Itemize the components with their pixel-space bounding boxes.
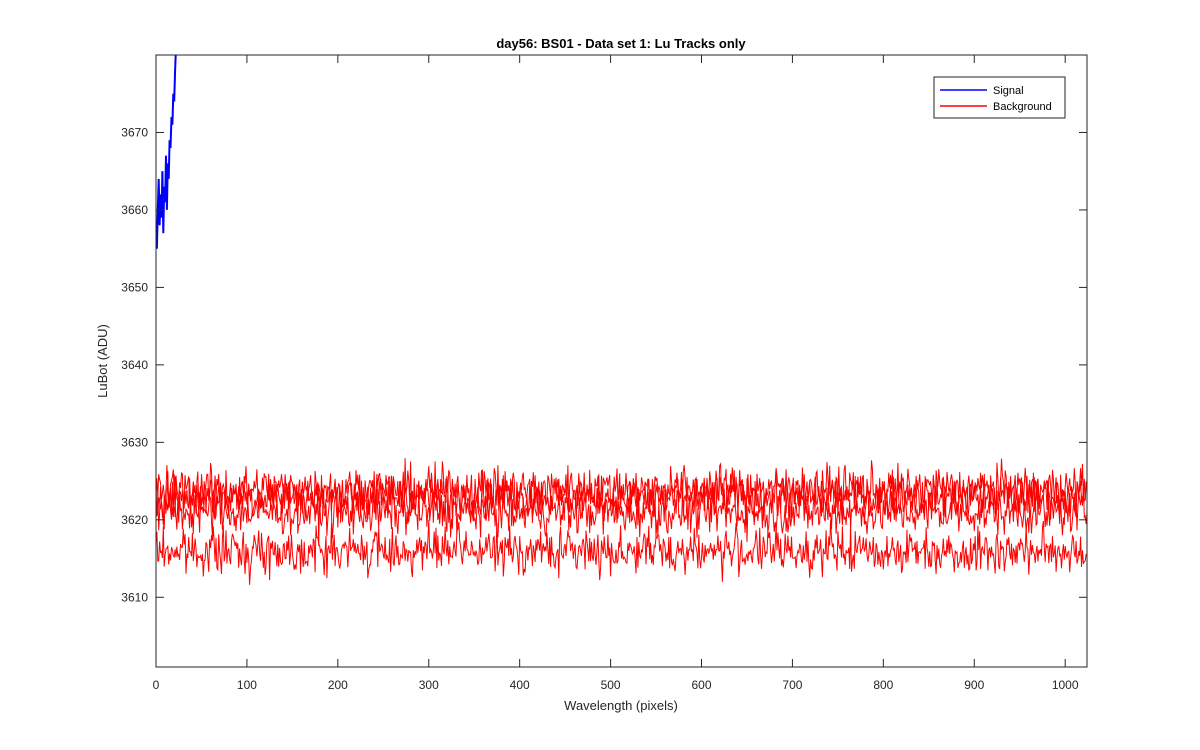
axes-box bbox=[155, 54, 1088, 668]
x-tick-label: 400 bbox=[510, 678, 530, 692]
y-tick-label: 3610 bbox=[121, 590, 148, 604]
y-axis: 3610 3620 3630 3640 3650 3660 3670 bbox=[121, 125, 1087, 604]
y-tick-label: 3650 bbox=[121, 280, 148, 294]
background-line-1 bbox=[156, 519, 1087, 585]
x-tick-label: 100 bbox=[237, 678, 257, 692]
x-axis: 0 100 200 300 400 500 600 700 800 900 1000 bbox=[153, 55, 1079, 692]
background-line-4 bbox=[156, 458, 1087, 519]
x-tick-label: 300 bbox=[419, 678, 439, 692]
x-tick-label: 800 bbox=[873, 678, 893, 692]
x-tick-label: 600 bbox=[691, 678, 711, 692]
plot-area bbox=[156, 55, 1087, 667]
legend-label-signal: Signal bbox=[993, 85, 1024, 97]
x-tick-label: 700 bbox=[782, 678, 802, 692]
y-axis-label: LuBot (ADU) bbox=[95, 324, 110, 398]
x-tick-label: 500 bbox=[601, 678, 621, 692]
x-tick-label: 1000 bbox=[1052, 678, 1079, 692]
legend-box bbox=[933, 76, 1066, 119]
x-tick-label: 200 bbox=[328, 678, 348, 692]
chart-title: day56: BS01 - Data set 1: Lu Tracks only bbox=[496, 36, 746, 51]
x-tick-label: 0 bbox=[153, 678, 160, 692]
x-axis-label: Wavelength (pixels) bbox=[564, 698, 678, 713]
y-tick-label: 3660 bbox=[121, 203, 148, 217]
y-tick-label: 3630 bbox=[121, 435, 148, 449]
y-tick-label: 3670 bbox=[121, 125, 148, 139]
legend: Signal Background bbox=[933, 76, 1066, 119]
legend-label-background: Background bbox=[993, 101, 1052, 113]
data-layer bbox=[156, 55, 1087, 585]
x-tick-label: 900 bbox=[964, 678, 984, 692]
y-tick-label: 3640 bbox=[121, 358, 148, 372]
y-tick-label: 3620 bbox=[121, 513, 148, 527]
